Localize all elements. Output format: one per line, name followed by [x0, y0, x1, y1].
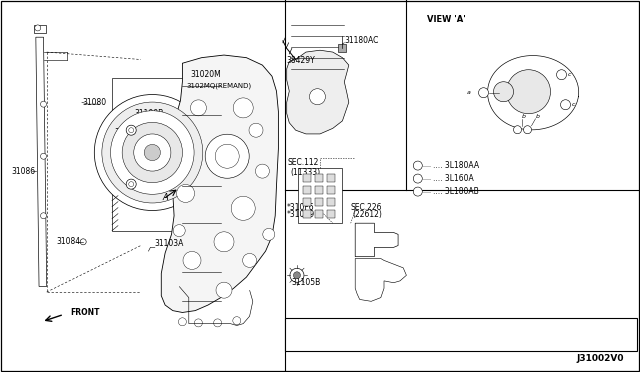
Circle shape: [479, 88, 488, 98]
Circle shape: [214, 319, 221, 327]
Text: .... 3L160A: .... 3L160A: [433, 174, 474, 183]
Bar: [298, 168, 342, 223]
Bar: [303, 198, 310, 206]
Text: b: b: [522, 114, 525, 119]
Circle shape: [493, 82, 513, 102]
Circle shape: [144, 144, 161, 161]
Text: c: c: [568, 72, 571, 77]
Bar: [34, 25, 46, 33]
Circle shape: [231, 196, 255, 220]
Circle shape: [205, 134, 249, 178]
Text: VIEW 'A': VIEW 'A': [427, 15, 466, 24]
Circle shape: [111, 111, 194, 194]
Polygon shape: [161, 55, 278, 312]
Circle shape: [80, 239, 86, 245]
Text: 31080: 31080: [82, 98, 106, 107]
Text: J31002V0: J31002V0: [577, 355, 624, 363]
Bar: [315, 198, 323, 206]
Text: .... 3L180AA: .... 3L180AA: [433, 161, 479, 170]
Text: 31086: 31086: [12, 167, 36, 176]
Bar: [303, 210, 310, 218]
Bar: [315, 186, 323, 194]
Text: a: a: [467, 90, 470, 95]
Text: FRONT: FRONT: [70, 308, 100, 317]
Circle shape: [214, 232, 234, 252]
Bar: [326, 186, 335, 194]
Circle shape: [294, 272, 300, 279]
Circle shape: [102, 102, 203, 203]
Text: 31100B: 31100B: [134, 109, 164, 118]
Polygon shape: [287, 50, 349, 134]
Text: 31180AC: 31180AC: [344, 36, 379, 45]
Circle shape: [233, 317, 241, 325]
Circle shape: [191, 100, 207, 116]
Text: PROGRAMMED DATA.: PROGRAMMED DATA.: [288, 337, 367, 343]
Text: SEC.226: SEC.226: [350, 203, 381, 212]
Circle shape: [94, 94, 211, 211]
Circle shape: [183, 251, 201, 269]
Text: *31039: *31039: [287, 210, 315, 219]
Circle shape: [524, 126, 531, 134]
Polygon shape: [355, 223, 398, 257]
Bar: [315, 210, 323, 218]
Circle shape: [35, 25, 41, 31]
Circle shape: [40, 213, 47, 219]
Bar: [326, 210, 335, 218]
Text: 31105B: 31105B: [291, 278, 321, 287]
Text: (11333): (11333): [290, 168, 320, 177]
Circle shape: [255, 164, 269, 178]
Circle shape: [40, 101, 47, 107]
Circle shape: [243, 253, 257, 267]
Text: *310F6: *310F6: [287, 203, 314, 212]
Bar: [112, 78, 195, 231]
Text: 31103A: 31103A: [155, 239, 184, 248]
Circle shape: [263, 228, 275, 240]
Text: ■ATTENTION:THIS ECU(P/C 310F6) MUST BE: ■ATTENTION:THIS ECU(P/C 310F6) MUST BE: [288, 324, 454, 330]
Circle shape: [413, 174, 422, 183]
Text: 31020M: 31020M: [191, 70, 221, 79]
Circle shape: [249, 123, 263, 137]
Text: b: b: [536, 114, 540, 119]
Text: c: c: [416, 163, 419, 168]
Polygon shape: [355, 259, 406, 301]
Circle shape: [134, 134, 171, 171]
Circle shape: [173, 225, 185, 237]
Text: .... 3L180AB: .... 3L180AB: [433, 187, 479, 196]
Text: a: a: [416, 189, 419, 194]
Text: 31084: 31084: [56, 237, 81, 246]
Circle shape: [126, 179, 136, 189]
Bar: [285, 318, 637, 351]
Circle shape: [179, 318, 186, 326]
Circle shape: [233, 98, 253, 118]
Circle shape: [126, 125, 136, 135]
Circle shape: [195, 319, 202, 327]
Circle shape: [40, 153, 47, 159]
Bar: [315, 174, 323, 182]
Circle shape: [413, 187, 422, 196]
Circle shape: [557, 70, 566, 80]
Circle shape: [216, 282, 232, 298]
Bar: [303, 174, 310, 182]
Text: (22612): (22612): [352, 210, 382, 219]
Bar: [303, 186, 310, 194]
Text: 31103A: 31103A: [114, 128, 143, 137]
Text: 38429Y: 38429Y: [287, 56, 316, 65]
Circle shape: [122, 122, 182, 183]
Circle shape: [506, 70, 550, 114]
Bar: [326, 174, 335, 182]
Circle shape: [413, 161, 422, 170]
Circle shape: [177, 185, 195, 202]
Circle shape: [290, 268, 304, 282]
Text: A: A: [163, 193, 168, 202]
Text: c: c: [572, 102, 575, 107]
Circle shape: [309, 89, 325, 105]
Circle shape: [561, 100, 570, 110]
Text: SEC.112: SEC.112: [288, 158, 319, 167]
Text: 3102MQ(REMAND): 3102MQ(REMAND): [187, 82, 252, 89]
Bar: [339, 44, 346, 52]
Circle shape: [513, 126, 522, 134]
Polygon shape: [488, 55, 579, 130]
Bar: [326, 198, 335, 206]
Text: b: b: [416, 176, 420, 181]
